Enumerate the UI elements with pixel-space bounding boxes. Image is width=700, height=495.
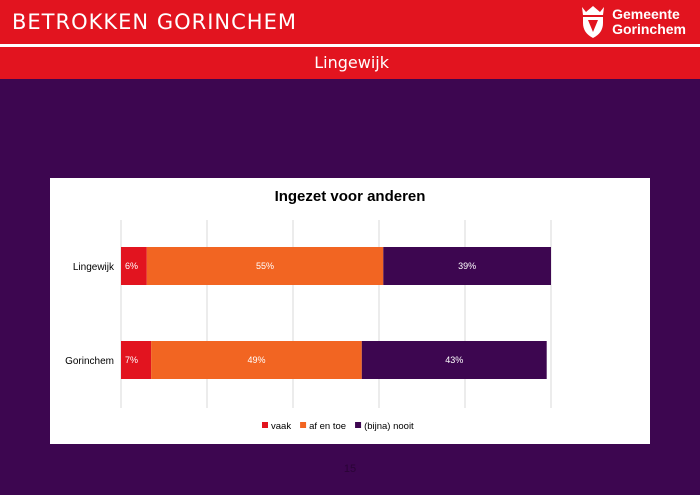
bar-segment [151, 341, 362, 379]
bar-segment [121, 247, 147, 285]
legend-swatch [355, 422, 362, 428]
data-label: 49% [247, 355, 265, 365]
chart-title: Ingezet voor anderen [275, 188, 426, 205]
neighbourhood-title: Lingewijk [314, 53, 389, 72]
gemeente-logo: Gemeente Gorinchem [579, 5, 686, 39]
bar-segment [383, 247, 551, 285]
data-label: 39% [458, 261, 476, 271]
data-label: 43% [445, 355, 463, 365]
logo-line-2: Gorinchem [612, 21, 686, 37]
data-label: 6% [125, 261, 138, 271]
logo-line-1: Gemeente [612, 6, 680, 22]
data-label: 7% [125, 355, 138, 365]
bar-segment [121, 341, 152, 379]
page-number: 15 [343, 463, 357, 475]
chart-panel: Lingewijk 6% 55% 39% Gorinchem 7% 49% 43% Ingez… [50, 178, 650, 444]
header-bar: BETROKKEN GORINCHEM Gemeente Gorinchem [0, 0, 700, 44]
bar-layer [121, 247, 551, 379]
header-divider [0, 44, 700, 47]
bar-segment [146, 247, 384, 285]
label-layer: Lingewijk 6% 55% 39% Gorinchem 7% 49% 43% [65, 261, 476, 367]
crown-lion-icon [582, 6, 605, 38]
legend-swatch [300, 422, 307, 428]
legend: vaak af en toe (bijna) nooit [262, 421, 414, 432]
page-title: BETROKKEN GORINCHEM [12, 10, 297, 34]
legend-label: (bijna) nooit [364, 421, 414, 432]
legend-label: af en toe [309, 421, 346, 432]
logo-text: Gemeente Gorinchem [612, 7, 686, 37]
bar-segment [361, 341, 547, 379]
subheader-bar: Lingewijk [0, 47, 700, 79]
category-label: Gorinchem [65, 356, 114, 367]
category-label: Lingewijk [73, 262, 115, 273]
legend-label: vaak [271, 421, 291, 432]
stacked-bar-chart: Lingewijk 6% 55% 39% Gorinchem 7% 49% 43% Ingez… [65, 188, 552, 432]
legend-swatch [262, 422, 268, 428]
data-label: 55% [256, 261, 274, 271]
